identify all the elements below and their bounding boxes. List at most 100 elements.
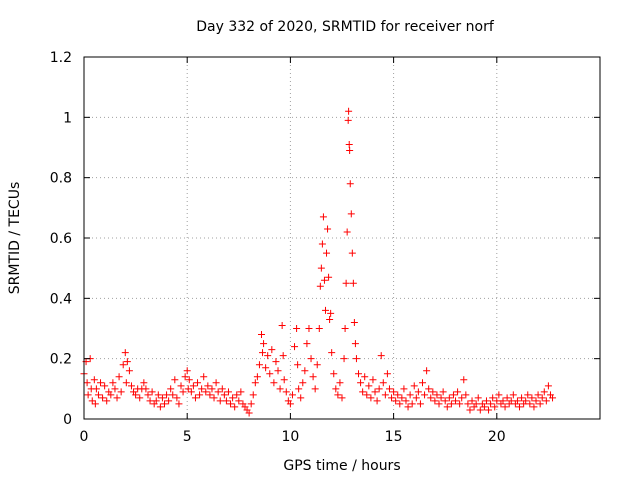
data-point xyxy=(346,180,354,188)
data-point xyxy=(83,379,91,387)
data-point xyxy=(351,340,359,348)
data-point xyxy=(179,388,187,396)
data-point xyxy=(152,397,160,405)
data-point xyxy=(222,397,230,405)
data-point xyxy=(383,370,391,378)
data-point xyxy=(410,382,418,390)
data-point xyxy=(485,406,493,414)
data-point xyxy=(435,400,443,408)
data-point xyxy=(343,228,351,236)
data-point xyxy=(377,352,385,360)
data-point xyxy=(509,391,517,399)
data-point xyxy=(392,397,400,405)
data-point xyxy=(379,379,387,387)
data-point xyxy=(381,391,389,399)
data-point xyxy=(503,394,511,402)
data-point xyxy=(530,403,538,411)
data-point xyxy=(340,355,348,363)
x-axis-title: GPS time / hours xyxy=(283,458,400,474)
data-point xyxy=(388,394,396,402)
data-point xyxy=(136,394,144,402)
data-point xyxy=(454,388,462,396)
data-point xyxy=(316,282,324,290)
data-point xyxy=(107,391,115,399)
data-point xyxy=(501,403,509,411)
data-point xyxy=(94,391,102,399)
data-point xyxy=(507,397,515,405)
data-point xyxy=(218,385,226,393)
data-point xyxy=(245,409,253,417)
data-point xyxy=(433,391,441,399)
data-point xyxy=(418,379,426,387)
data-point xyxy=(191,394,199,402)
data-point xyxy=(319,213,327,221)
data-point xyxy=(101,382,109,390)
data-point xyxy=(200,373,208,381)
data-point xyxy=(522,397,530,405)
data-point xyxy=(121,349,129,357)
data-point xyxy=(305,325,313,332)
y-tick-label: 1 xyxy=(63,110,72,126)
data-point xyxy=(452,397,460,405)
data-point xyxy=(255,361,263,369)
data-point xyxy=(472,400,480,408)
data-point xyxy=(280,376,288,384)
data-point xyxy=(97,379,105,387)
data-point xyxy=(258,331,266,339)
chart-title: Day 332 of 2020, SRMTID for receiver nor… xyxy=(196,19,495,35)
data-point xyxy=(184,385,192,393)
data-point xyxy=(278,321,286,329)
data-point xyxy=(460,376,468,384)
data-point xyxy=(544,382,552,390)
data-point xyxy=(229,394,237,402)
data-point xyxy=(317,264,325,272)
data-point xyxy=(334,391,342,399)
data-point xyxy=(400,385,408,393)
data-point xyxy=(165,397,173,405)
data-point xyxy=(538,394,546,402)
data-point xyxy=(347,210,355,218)
data-point xyxy=(286,400,294,408)
data-point xyxy=(513,397,521,405)
x-tick-label: 5 xyxy=(183,429,192,445)
y-tick-label: 0 xyxy=(63,412,72,428)
data-point xyxy=(144,391,152,399)
data-point xyxy=(398,394,406,402)
data-point xyxy=(266,370,274,378)
data-point xyxy=(414,388,422,396)
data-point xyxy=(456,400,464,408)
data-point xyxy=(495,391,503,399)
data-point xyxy=(320,276,328,284)
data-point xyxy=(148,388,156,396)
data-point xyxy=(288,391,296,399)
data-point xyxy=(336,379,344,387)
data-point xyxy=(346,147,354,155)
data-point xyxy=(369,376,377,384)
data-point xyxy=(408,400,416,408)
data-point xyxy=(249,391,257,399)
data-point xyxy=(294,361,302,369)
data-point xyxy=(113,394,121,402)
data-point xyxy=(84,391,92,399)
data-point xyxy=(119,361,127,369)
x-tick-label: 15 xyxy=(385,429,403,445)
data-point xyxy=(359,388,367,396)
data-point xyxy=(167,385,175,393)
data-point xyxy=(227,400,235,408)
data-point xyxy=(536,400,544,408)
data-point xyxy=(385,385,393,393)
data-point xyxy=(427,394,435,402)
data-point xyxy=(295,385,303,393)
data-point xyxy=(443,403,451,411)
data-point xyxy=(111,385,119,393)
data-point xyxy=(123,358,131,366)
data-point xyxy=(171,376,179,384)
data-point xyxy=(156,403,164,411)
y-tick-label: 0.6 xyxy=(50,231,72,247)
data-point xyxy=(423,367,431,375)
data-point xyxy=(341,325,349,332)
data-point xyxy=(357,379,365,387)
data-point xyxy=(532,397,540,405)
plot-frame xyxy=(83,56,601,420)
data-point xyxy=(311,385,319,393)
